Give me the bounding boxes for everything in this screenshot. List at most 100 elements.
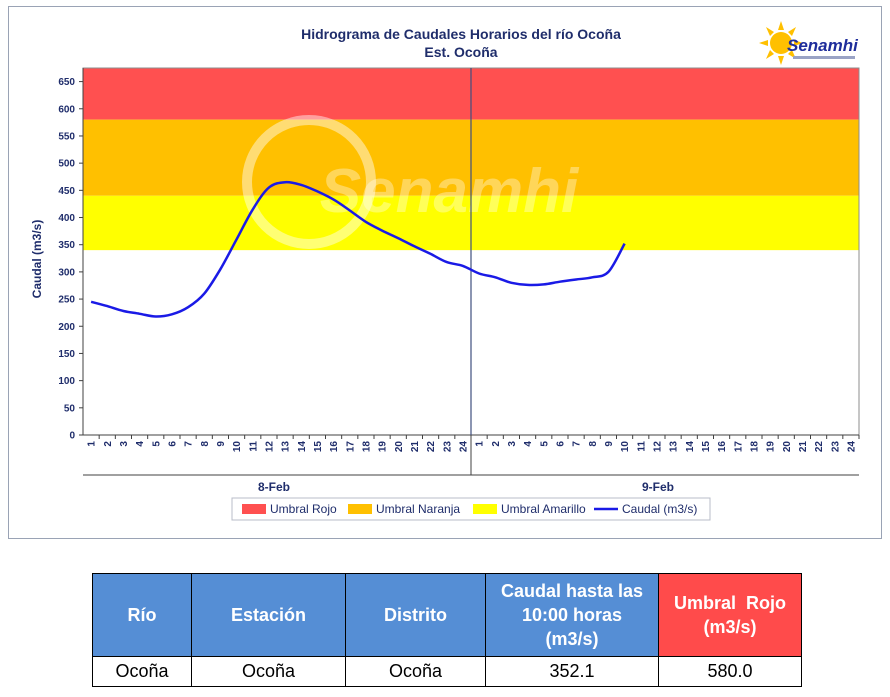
y-tick-label-9: 450 [58, 186, 75, 197]
y-axis-title: Caudal (m3/s) [30, 220, 44, 299]
x-tick-label-39: 15 [701, 441, 712, 453]
header-caudal-line3: (m3/s) [545, 629, 599, 649]
x-tick-label-36: 12 [652, 441, 663, 453]
x-tick-label-31: 7 [572, 441, 583, 447]
x-tick-label-43: 19 [766, 441, 777, 453]
chart-subtitle: Est. Ocoña [424, 44, 497, 60]
x-tick-label-8: 8 [200, 441, 211, 447]
legend-swatch-rojo [242, 504, 266, 514]
y-tick-label-4: 200 [58, 322, 75, 333]
y-tick-label-3: 150 [58, 349, 75, 360]
table-row: Ocoña Ocoña Ocoña 352.1 580.0 [92, 656, 802, 687]
series-line-caudal [90, 180, 626, 318]
x-tick-label-2: 2 [103, 441, 114, 447]
x-tick-label-37: 13 [669, 441, 680, 453]
table-header-row: Río Estación Distrito Caudal hasta las 1… [92, 573, 802, 657]
y-tick-label-2: 100 [58, 376, 75, 387]
x-tick-label-16: 16 [329, 441, 340, 453]
x-tick-label-20: 20 [394, 441, 405, 453]
legend-item-naranja: Umbral Naranja [376, 502, 460, 516]
x-tick-label-34: 10 [620, 441, 631, 453]
y-tick-label-0: 0 [69, 431, 75, 442]
summary-table: Río Estación Distrito Caudal hasta las 1… [92, 573, 802, 687]
hydrograph-chart: Hidrograma de Caudales Horarios del río … [30, 21, 860, 521]
header-caudal: Caudal hasta las 10:00 horas (m3/s) [485, 573, 659, 657]
y-tick-label-12: 600 [58, 104, 75, 115]
y-tick-label-7: 350 [58, 240, 75, 251]
series-layer [90, 180, 626, 318]
cell-distrito: Ocoña [345, 656, 486, 687]
x-tick-label-28: 4 [523, 441, 534, 447]
x-tick-label-38: 14 [685, 441, 696, 453]
watermark-text: Senamhi [320, 157, 580, 226]
x-tick-label-12: 12 [264, 441, 275, 453]
y-tick-label-11: 550 [58, 131, 75, 142]
x-tick-label-19: 19 [378, 441, 389, 453]
x-tick-label-27: 3 [507, 441, 518, 447]
chart-frame: Hidrograma de Caudales Horarios del río … [8, 6, 882, 539]
x-tick-label-5: 5 [151, 441, 162, 447]
header-umbral-rojo: Umbral Rojo (m3/s) [658, 573, 802, 657]
x-tick-label-15: 15 [313, 441, 324, 453]
legend-swatch-naranja [348, 504, 372, 514]
plot-area: Senamhi 05010015020025030035040045050055… [58, 67, 860, 476]
x-tick-label-42: 18 [749, 441, 760, 453]
y-tick-label-5: 250 [58, 295, 75, 306]
legend-swatch-amarillo [473, 504, 497, 514]
cell-estacion: Ocoña [191, 656, 346, 687]
legend-item-amarillo: Umbral Amarillo [501, 502, 586, 516]
cell-rio: Ocoña [92, 656, 192, 687]
x-tick-label-7: 7 [184, 441, 195, 447]
day-label-2: 9-Feb [642, 480, 674, 494]
header-rio: Río [92, 573, 192, 657]
x-tick-label-1: 1 [87, 441, 98, 447]
x-tick-label-44: 20 [782, 441, 793, 453]
header-estacion: Estación [191, 573, 346, 657]
x-tick-label-24: 24 [458, 441, 469, 453]
x-tick-label-41: 17 [733, 441, 744, 453]
axes: 0 50 100 150 200 250 300 350 400 450 500 550 600 650 1… [58, 67, 860, 476]
watermark: Senamhi [242, 115, 580, 249]
day-label-1: 8-Feb [258, 480, 290, 494]
x-tick-label-22: 22 [426, 441, 437, 453]
x-tick-label-13: 13 [281, 441, 292, 453]
x-tick-label-35: 11 [636, 441, 647, 452]
x-tick-label-6: 6 [167, 441, 178, 447]
y-tick-label-13: 650 [58, 77, 75, 88]
header-distrito: Distrito [345, 573, 486, 657]
x-tick-label-14: 14 [297, 441, 308, 453]
legend-item-caudal: Caudal (m3/s) [622, 502, 697, 516]
y-tick-label-10: 500 [58, 159, 75, 170]
senamhi-logo: Senamhi [759, 21, 859, 65]
y-tick-label-1: 50 [64, 403, 76, 414]
x-tick-label-21: 21 [410, 441, 421, 453]
logo-text: Senamhi [787, 36, 859, 55]
header-umbral-line2: (m3/s) [703, 617, 757, 637]
x-tick-label-30: 6 [555, 441, 566, 447]
x-tick-label-10: 10 [232, 441, 243, 453]
y-tick-label-6: 300 [58, 267, 75, 278]
cell-umbral-rojo: 580.0 [658, 656, 802, 687]
x-tick-label-29: 5 [539, 441, 550, 447]
legend: Umbral Rojo Umbral Naranja Umbral Amaril… [231, 497, 711, 521]
x-tick-label-11: 11 [248, 441, 259, 452]
x-tick-label-4: 4 [135, 441, 146, 447]
header-caudal-line2: 10:00 horas [521, 605, 623, 625]
x-tick-label-26: 2 [491, 441, 502, 447]
x-tick-label-18: 18 [361, 441, 372, 453]
x-tick-label-3: 3 [119, 441, 130, 447]
x-tick-label-48: 24 [846, 441, 857, 453]
header-umbral-line1: Umbral Rojo [673, 593, 786, 613]
x-tick-label-23: 23 [442, 441, 453, 453]
x-tick-label-47: 23 [830, 441, 841, 453]
x-tick-label-33: 9 [604, 441, 615, 447]
x-tick-label-17: 17 [345, 441, 356, 453]
legend-item-rojo: Umbral Rojo [270, 502, 337, 516]
x-tick-label-25: 1 [475, 441, 486, 447]
x-tick-label-9: 9 [216, 441, 227, 447]
logo-tagline [793, 56, 855, 59]
x-tick-label-32: 8 [588, 441, 599, 447]
x-tick-label-40: 16 [717, 441, 728, 453]
header-caudal-line1: Caudal hasta las [500, 581, 644, 601]
cell-caudal: 352.1 [485, 656, 659, 687]
